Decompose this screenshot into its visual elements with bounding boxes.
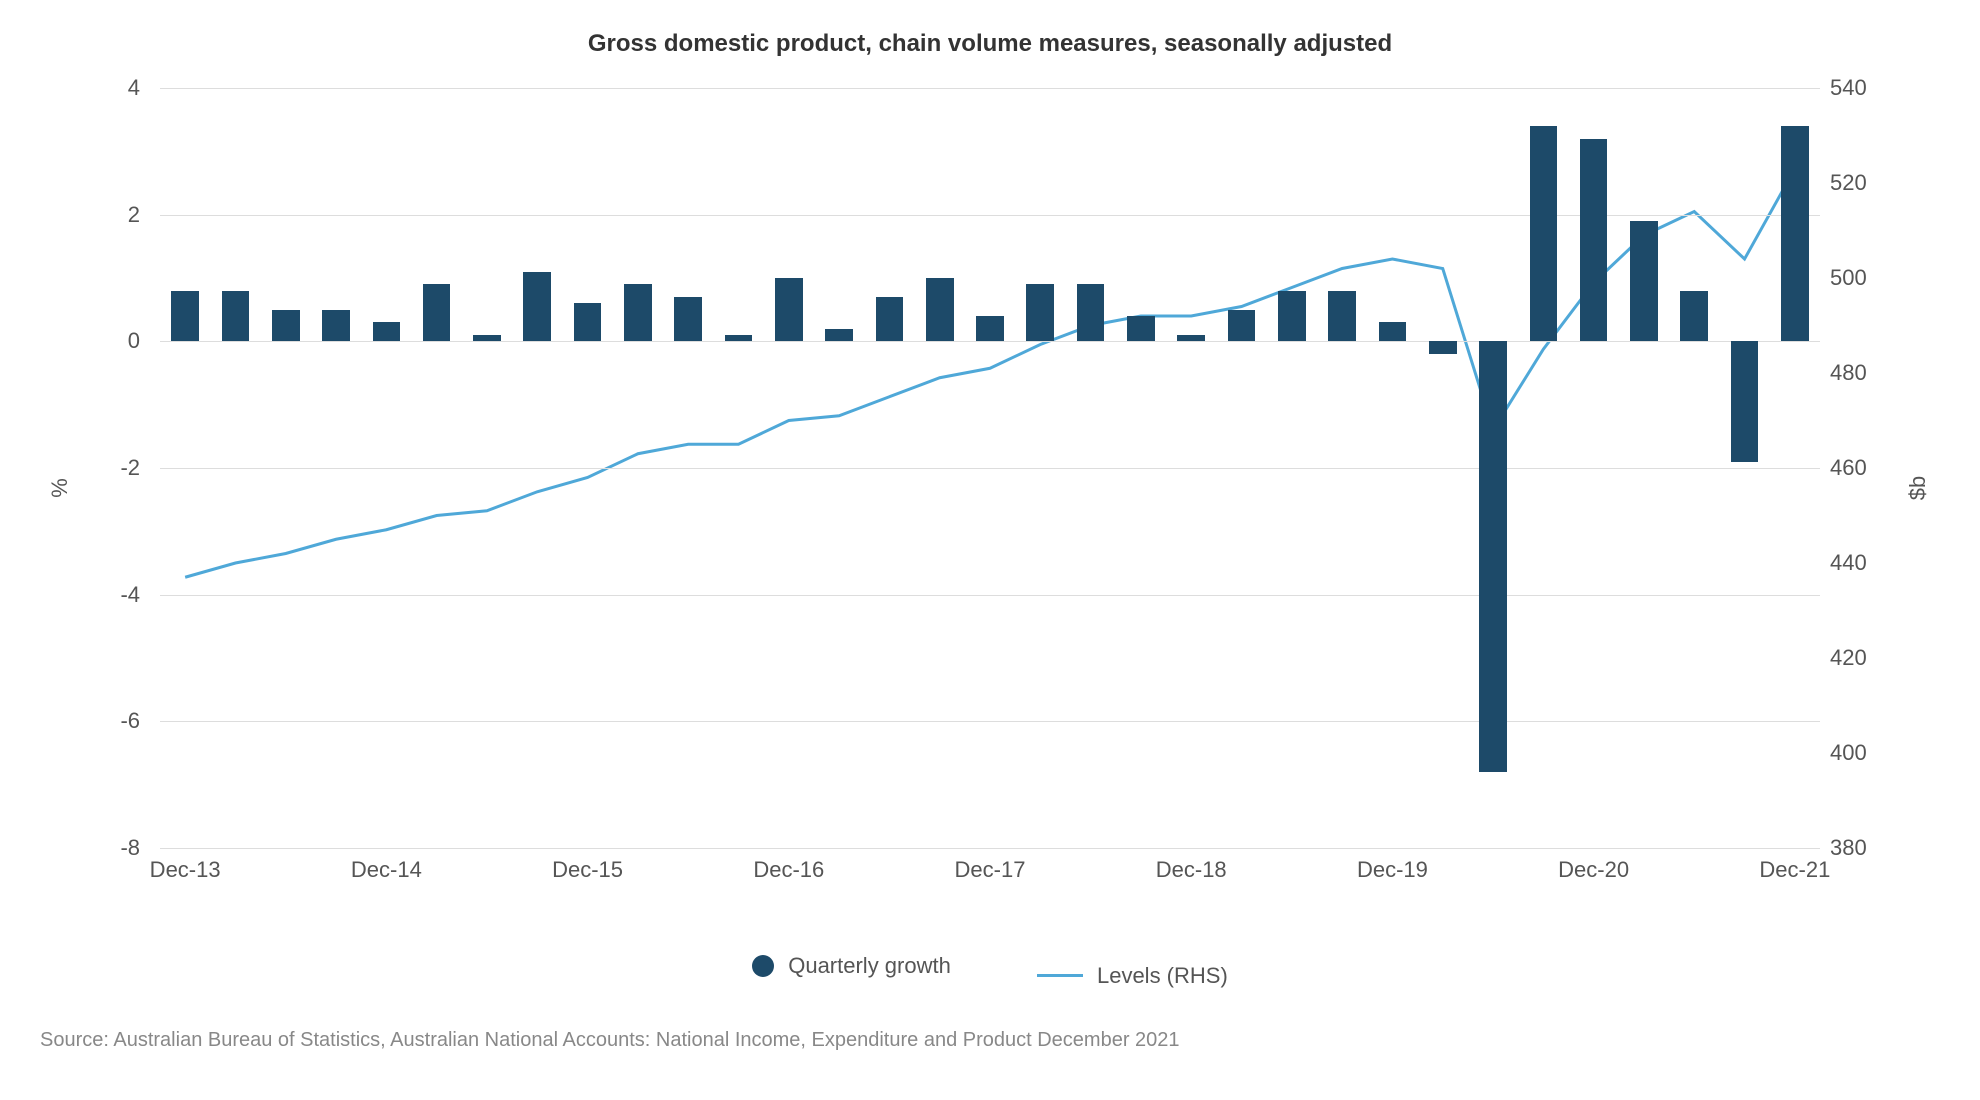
x-tick: Dec-14 xyxy=(351,857,422,883)
y-left-tick: 2 xyxy=(90,202,140,228)
y-right-tick: 440 xyxy=(1830,550,1890,576)
x-tick: Dec-20 xyxy=(1558,857,1629,883)
bar xyxy=(574,303,602,341)
x-tick: Dec-16 xyxy=(753,857,824,883)
y-axis-right-label: $b xyxy=(1905,476,1931,500)
y-right-tick: 480 xyxy=(1830,360,1890,386)
gridline xyxy=(160,721,1820,722)
bar xyxy=(1077,284,1105,341)
bar xyxy=(322,310,350,342)
bar xyxy=(1026,284,1054,341)
x-tick: Dec-13 xyxy=(150,857,221,883)
gridline xyxy=(160,88,1820,89)
legend-swatch-bar-icon xyxy=(752,955,774,977)
y-left-tick: -2 xyxy=(90,455,140,481)
bar xyxy=(1580,139,1608,342)
y-left-tick: 0 xyxy=(90,328,140,354)
bar xyxy=(1278,291,1306,342)
gridline xyxy=(160,595,1820,596)
bar xyxy=(1429,341,1457,354)
y-right-tick: 420 xyxy=(1830,645,1890,671)
bar xyxy=(775,278,803,341)
y-right-tick: 520 xyxy=(1830,170,1890,196)
y-right-tick: 400 xyxy=(1830,740,1890,766)
bar xyxy=(1731,341,1759,461)
bar xyxy=(1379,322,1407,341)
legend-bar-label: Quarterly growth xyxy=(788,953,951,979)
chart-area: % $b -8 -6 -4 -2 0 2 4 380 400 420 440 460 480 500 520… xyxy=(50,78,1930,898)
bar xyxy=(876,297,904,341)
bar xyxy=(222,291,250,342)
bar xyxy=(1177,335,1205,341)
bar xyxy=(1530,126,1558,341)
bar xyxy=(1228,310,1256,342)
gridline xyxy=(160,215,1820,216)
legend-line-label: Levels (RHS) xyxy=(1097,963,1228,989)
y-right-tick: 460 xyxy=(1830,455,1890,481)
plot-region xyxy=(160,88,1820,848)
source-caption: Source: Australian Bureau of Statistics,… xyxy=(40,1029,1940,1052)
gridline xyxy=(160,468,1820,469)
y-left-tick: -8 xyxy=(90,835,140,861)
bar xyxy=(171,291,199,342)
gridline xyxy=(160,848,1820,849)
bar xyxy=(523,272,551,342)
bar xyxy=(423,284,451,341)
x-tick: Dec-19 xyxy=(1357,857,1428,883)
bar xyxy=(473,335,501,341)
x-tick: Dec-17 xyxy=(955,857,1026,883)
bar xyxy=(624,284,652,341)
legend-swatch-line-icon xyxy=(1037,974,1083,977)
y-left-tick: 4 xyxy=(90,75,140,101)
bar xyxy=(1479,341,1507,772)
bar xyxy=(926,278,954,341)
x-tick: Dec-21 xyxy=(1759,857,1830,883)
bar xyxy=(1781,126,1809,341)
bar xyxy=(1127,316,1155,341)
gridline xyxy=(160,341,1820,342)
bar xyxy=(674,297,702,341)
bar xyxy=(1630,221,1658,341)
bar xyxy=(976,316,1004,341)
x-tick: Dec-18 xyxy=(1156,857,1227,883)
bar xyxy=(825,329,853,342)
chart-title: Gross domestic product, chain volume mea… xyxy=(40,30,1940,58)
y-left-tick: -4 xyxy=(90,582,140,608)
y-right-tick: 380 xyxy=(1830,835,1890,861)
y-right-tick: 500 xyxy=(1830,265,1890,291)
bar xyxy=(1680,291,1708,342)
y-left-tick: -6 xyxy=(90,708,140,734)
legend-item-bars: Quarterly growth xyxy=(752,953,951,979)
bar xyxy=(725,335,753,341)
bar xyxy=(373,322,401,341)
bar xyxy=(272,310,300,342)
legend-item-line: Levels (RHS) xyxy=(1037,963,1228,989)
x-tick: Dec-15 xyxy=(552,857,623,883)
legend: Quarterly growth Levels (RHS) xyxy=(40,953,1940,989)
bar xyxy=(1328,291,1356,342)
y-right-tick: 540 xyxy=(1830,75,1890,101)
y-axis-left-label: % xyxy=(47,478,73,498)
